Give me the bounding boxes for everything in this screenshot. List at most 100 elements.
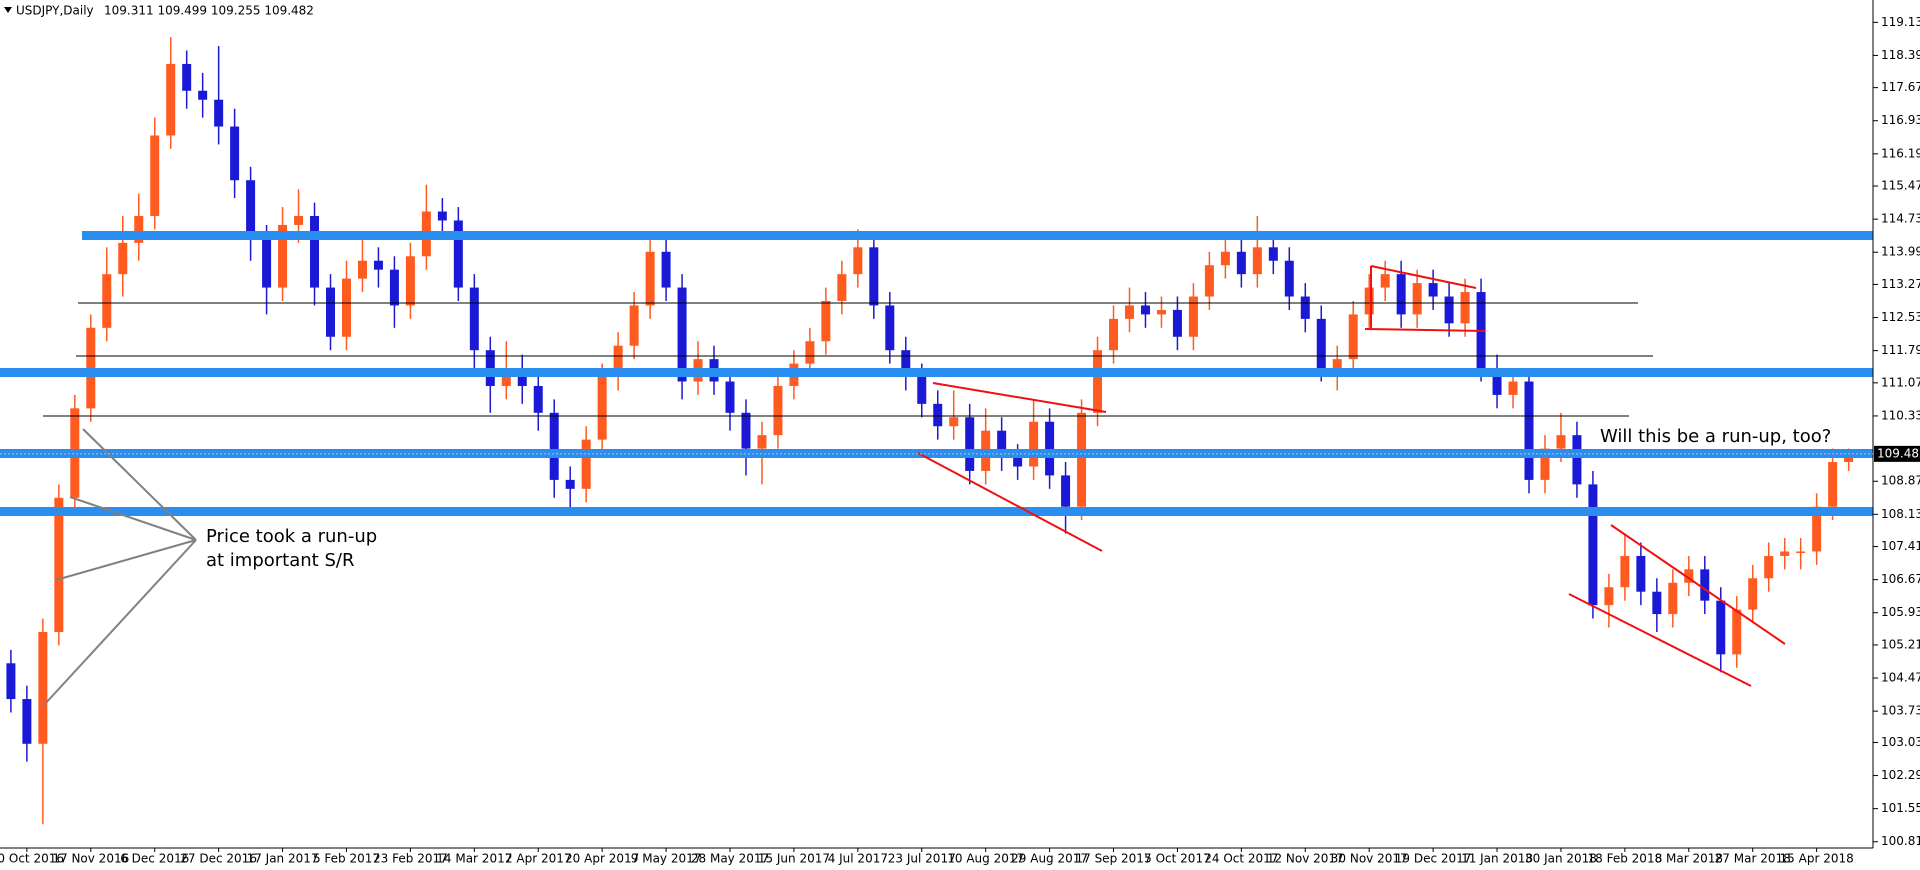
- x-tick-label: 17 Nov 2016: [52, 852, 129, 866]
- candle-body: [901, 350, 911, 378]
- candle-body: [1748, 578, 1758, 610]
- candle-body: [965, 417, 975, 471]
- y-tick-label: 112.530: [1881, 310, 1920, 324]
- candle-body: [869, 247, 879, 306]
- y-tick-label: 105.930: [1881, 605, 1920, 619]
- trend-line: [1610, 524, 1786, 645]
- candle-body: [1268, 247, 1278, 261]
- x-tick-label: 9 May 2017: [631, 852, 702, 866]
- candle-body: [1668, 582, 1678, 615]
- y-tick-label: 119.130: [1881, 15, 1920, 29]
- x-tick-label: 11 Jan 2018: [1461, 852, 1533, 866]
- candle-body: [1684, 569, 1694, 583]
- y-tick-label: 107.410: [1881, 539, 1920, 553]
- y-tick-label: 108.870: [1881, 474, 1920, 488]
- candle-body: [405, 256, 415, 306]
- candle-body: [645, 251, 655, 306]
- price-label: 109.482: [1877, 446, 1920, 460]
- candle-body: [1188, 296, 1198, 337]
- candle-body: [150, 135, 160, 217]
- candle-body: [533, 385, 543, 413]
- candle-body: [1045, 421, 1055, 476]
- candle-body: [1428, 283, 1438, 297]
- ohlc-info: 109.311 109.499 109.255 109.482: [104, 4, 314, 18]
- candle-body: [357, 260, 367, 279]
- x-tick-label: 17 Sep 2017: [1075, 852, 1151, 866]
- candle-body: [1764, 555, 1774, 579]
- menu-arrow[interactable]: [4, 7, 12, 13]
- candle-body: [741, 412, 751, 449]
- candle-body: [278, 224, 288, 288]
- candle-body: [166, 63, 176, 136]
- candle-body: [262, 238, 272, 288]
- x-tick-label: 4 Jul 2017: [828, 852, 888, 866]
- x-tick-label: 27 Mar 2018: [1715, 852, 1791, 866]
- candle-body: [757, 435, 767, 449]
- y-tick-label: 113.270: [1881, 277, 1920, 291]
- candle-body: [1156, 309, 1166, 315]
- candle-body: [949, 417, 959, 427]
- candle-body: [38, 631, 48, 744]
- candle-body: [1316, 318, 1326, 369]
- candle-body: [469, 287, 479, 351]
- candle-body: [389, 269, 399, 306]
- x-tick-label: 19 Dec 2017: [1395, 852, 1472, 866]
- candle-body: [661, 251, 671, 288]
- y-tick-label: 111.070: [1881, 375, 1920, 389]
- trend-line: [1568, 593, 1752, 687]
- candle-body: [1125, 305, 1134, 319]
- x-tick-label: 5 Oct 2017: [1144, 852, 1211, 866]
- candle-body: [1588, 484, 1598, 606]
- sr-band: [82, 231, 1873, 240]
- annotation: Price took a run-up: [206, 526, 377, 547]
- candle-body: [22, 699, 32, 744]
- candle-body: [613, 345, 623, 378]
- candle-body: [1812, 506, 1822, 552]
- y-tick-label: 101.550: [1881, 801, 1920, 815]
- candle-body: [1700, 569, 1710, 601]
- candle-body: [230, 126, 240, 181]
- y-tick-label: 115.470: [1881, 179, 1920, 193]
- candle-body: [294, 216, 304, 225]
- x-tick-label: 17 Jan 2017: [247, 852, 319, 866]
- sr-band: [0, 507, 1873, 516]
- candle-body: [1109, 318, 1119, 351]
- candle-body: [1460, 292, 1470, 324]
- annotation: Will this be a run-up, too?: [1600, 426, 1831, 447]
- x-tick-label: 24 Oct 2017: [1204, 852, 1278, 866]
- candle-body: [1556, 435, 1566, 449]
- candle-body: [134, 216, 144, 243]
- x-tick-label: 5 Feb 2017: [313, 852, 380, 866]
- x-tick-label: 20 Apr 2017: [565, 852, 639, 866]
- candle-body: [1284, 260, 1294, 297]
- candle-body: [1204, 265, 1214, 297]
- candle-body: [1332, 359, 1342, 369]
- candle-body: [6, 663, 16, 700]
- x-tick-label: 8 Mar 2018: [1655, 852, 1723, 866]
- candle-body: [1508, 381, 1518, 395]
- x-tick-label: 30 Nov 2017: [1331, 852, 1408, 866]
- y-tick-label: 102.290: [1881, 768, 1920, 782]
- trend-line: [932, 382, 1107, 413]
- x-tick-label: 30 Jan 2018: [1525, 852, 1597, 866]
- candle-body: [821, 300, 831, 342]
- candle-body: [1572, 435, 1582, 485]
- y-tick-label: 110.330: [1881, 408, 1920, 422]
- sr-band: [0, 368, 1873, 377]
- y-tick-label: 116.930: [1881, 113, 1920, 127]
- candle-body: [1620, 555, 1630, 588]
- y-tick-label: 100.810: [1881, 834, 1920, 848]
- x-tick-label: 23 Jul 2017: [888, 852, 956, 866]
- candle-body: [1013, 457, 1023, 467]
- candle-body: [214, 99, 224, 127]
- candle-body: [453, 220, 463, 288]
- candle-body: [1396, 274, 1406, 315]
- price-label-box: [1874, 445, 1920, 462]
- candle-body: [437, 211, 447, 221]
- trend-line: [917, 452, 1103, 552]
- candle-body: [853, 247, 863, 275]
- y-tick-label: 111.790: [1881, 343, 1920, 357]
- pointer-lines: [43, 428, 197, 706]
- candle-body: [597, 377, 607, 440]
